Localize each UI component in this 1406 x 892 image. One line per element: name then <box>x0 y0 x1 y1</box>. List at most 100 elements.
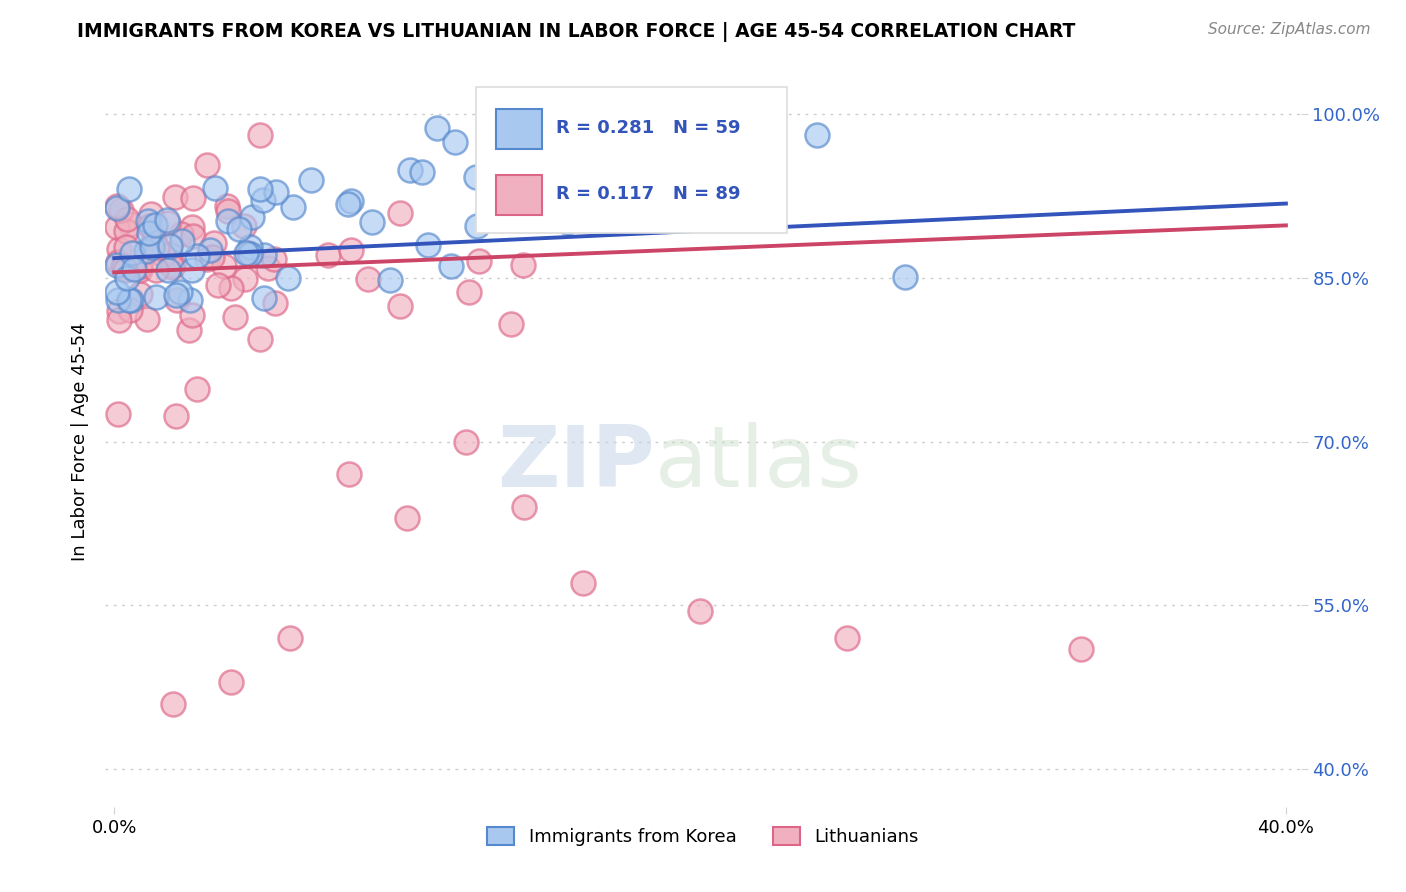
Point <box>606 208 628 222</box>
Point <box>249 128 271 143</box>
FancyBboxPatch shape <box>475 87 787 233</box>
Point <box>555 215 578 229</box>
Point <box>121 246 143 260</box>
Point <box>689 604 711 618</box>
Point <box>107 407 129 421</box>
Point <box>204 181 226 195</box>
Point <box>835 631 858 645</box>
Point <box>217 203 239 218</box>
Point <box>114 263 136 277</box>
Point <box>156 263 179 277</box>
Point <box>128 260 150 275</box>
Point <box>1070 642 1092 657</box>
Point <box>159 247 181 261</box>
Point <box>228 221 250 235</box>
Point <box>411 164 433 178</box>
Point <box>107 304 129 318</box>
Point <box>107 255 129 269</box>
Point <box>105 199 128 213</box>
Point <box>120 293 142 307</box>
Point <box>263 252 285 267</box>
Point <box>465 219 488 233</box>
Point <box>894 269 917 284</box>
Point <box>170 227 193 242</box>
Point <box>378 273 401 287</box>
Point <box>105 285 128 299</box>
Text: R = 0.117   N = 89: R = 0.117 N = 89 <box>555 186 741 203</box>
Point <box>232 219 254 233</box>
Point <box>128 259 150 273</box>
Point <box>212 259 235 273</box>
Point <box>146 241 169 255</box>
Point <box>118 217 141 231</box>
Point <box>249 182 271 196</box>
Text: R = 0.281   N = 59: R = 0.281 N = 59 <box>555 120 741 137</box>
Bar <box>496 175 541 215</box>
Point <box>177 323 200 337</box>
Point <box>152 247 174 261</box>
Point <box>281 200 304 214</box>
Point <box>457 285 479 300</box>
Point <box>138 213 160 227</box>
Point <box>105 220 128 235</box>
Point <box>207 277 229 292</box>
Point <box>278 631 301 645</box>
Point <box>145 290 167 304</box>
Point <box>157 216 180 230</box>
Point <box>166 293 188 308</box>
Point <box>526 208 548 222</box>
Point <box>129 263 152 277</box>
Point <box>572 576 595 591</box>
Point <box>236 246 259 260</box>
Text: atlas: atlas <box>655 422 863 505</box>
Point <box>162 258 184 272</box>
Point <box>495 151 517 165</box>
Point <box>257 260 280 275</box>
Point <box>806 128 828 142</box>
Point <box>495 191 517 205</box>
Point <box>224 310 246 324</box>
Point <box>219 281 242 295</box>
Point <box>145 262 167 277</box>
Point <box>165 288 187 302</box>
Point <box>221 674 243 689</box>
Point <box>426 120 449 135</box>
Point <box>253 248 276 262</box>
Text: Source: ZipAtlas.com: Source: ZipAtlas.com <box>1208 22 1371 37</box>
Point <box>650 195 672 210</box>
Point <box>336 196 359 211</box>
Point <box>180 308 202 322</box>
Point <box>186 249 208 263</box>
Point <box>138 227 160 241</box>
Point <box>181 191 204 205</box>
Point <box>108 313 131 327</box>
Point <box>233 272 256 286</box>
Point <box>165 409 187 423</box>
Point <box>202 236 225 251</box>
Point <box>444 135 467 149</box>
Point <box>141 207 163 221</box>
Point <box>120 303 142 318</box>
Point <box>360 215 382 229</box>
Point <box>169 285 191 299</box>
Point <box>163 189 186 203</box>
Text: IMMIGRANTS FROM KOREA VS LITHUANIAN IN LABOR FORCE | AGE 45-54 CORRELATION CHART: IMMIGRANTS FROM KOREA VS LITHUANIAN IN L… <box>77 22 1076 42</box>
Point <box>114 224 136 238</box>
Point <box>143 218 166 232</box>
Point <box>108 242 131 256</box>
Point <box>249 332 271 346</box>
Point <box>162 697 184 711</box>
Point <box>340 243 363 257</box>
Point <box>513 500 536 514</box>
Point <box>112 260 135 275</box>
Point <box>468 254 491 268</box>
Point <box>159 238 181 252</box>
Point <box>124 261 146 276</box>
Point <box>316 248 339 262</box>
Point <box>235 246 257 260</box>
Point <box>107 293 129 307</box>
Point <box>464 169 486 184</box>
Point <box>217 199 239 213</box>
Bar <box>496 109 541 149</box>
Point <box>115 211 138 226</box>
